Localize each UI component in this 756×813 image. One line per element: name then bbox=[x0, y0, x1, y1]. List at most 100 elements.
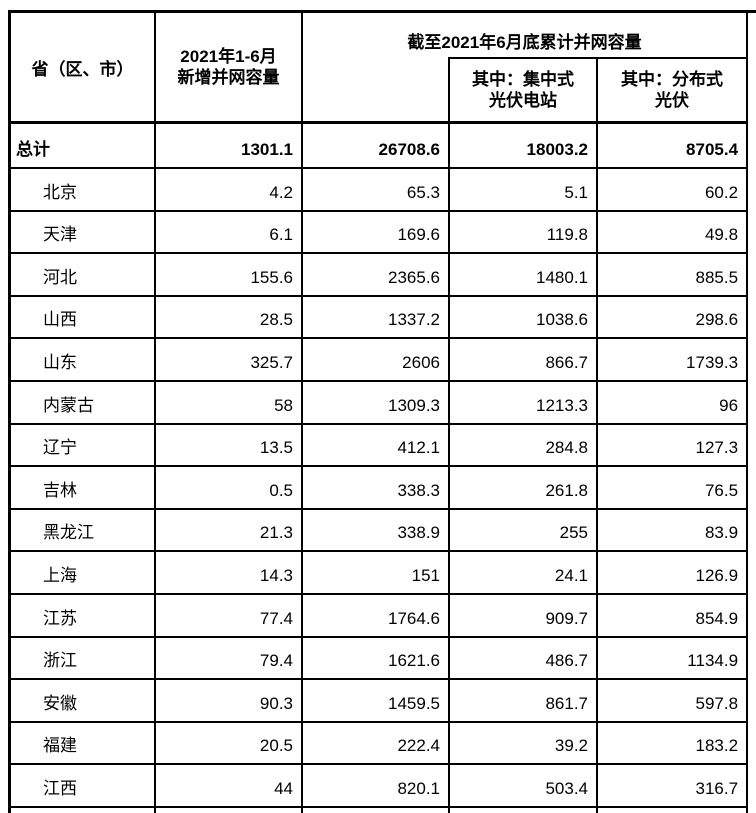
value-cell: 412.1 bbox=[303, 424, 450, 468]
total-cumulative: 26708.6 bbox=[303, 124, 450, 169]
cutoff-cell bbox=[11, 807, 156, 813]
table-row: 黑龙江 21.3 338.9 255 83.9 bbox=[11, 509, 749, 553]
province-cell: 江苏 bbox=[11, 594, 156, 638]
value-cell: 77.4 bbox=[156, 594, 303, 638]
value-cell: 14.3 bbox=[156, 552, 303, 595]
value-cell: 6.1 bbox=[156, 211, 303, 255]
table-row: 山西 28.5 1337.2 1038.6 298.6 bbox=[11, 296, 749, 340]
value-cell: 49.8 bbox=[598, 211, 749, 255]
table-header: 省（区、市） 2021年1-6月 新增并网容量 截至2021年6月底累计并网容量… bbox=[11, 13, 749, 124]
header-cumulative-group: 截至2021年6月底累计并网容量 bbox=[303, 13, 749, 57]
table-row: 江西 44 820.1 503.4 316.7 bbox=[11, 765, 749, 808]
header-cumulative-total-subcell bbox=[303, 57, 450, 124]
table-row: 北京 4.2 65.3 5.1 60.2 bbox=[11, 169, 749, 212]
pv-capacity-table: 省（区、市） 2021年1-6月 新增并网容量 截至2021年6月底累计并网容量… bbox=[8, 10, 749, 813]
province-cell: 山西 bbox=[11, 296, 156, 340]
value-cell: 1337.2 bbox=[303, 296, 450, 340]
table-row: 天津 6.1 169.6 119.8 49.8 bbox=[11, 211, 749, 255]
value-cell: 1480.1 bbox=[450, 254, 598, 297]
province-cell: 江西 bbox=[11, 765, 156, 808]
value-cell: 1038.6 bbox=[450, 296, 598, 340]
value-cell: 885.5 bbox=[598, 254, 749, 297]
province-cell: 山东 bbox=[11, 339, 156, 382]
province-cell: 安徽 bbox=[11, 680, 156, 723]
cutoff-cell bbox=[303, 807, 450, 813]
cutoff-cell bbox=[156, 807, 303, 813]
value-cell: 866.7 bbox=[450, 339, 598, 382]
value-cell: 83.9 bbox=[598, 509, 749, 553]
value-cell: 127.3 bbox=[598, 424, 749, 468]
value-cell: 90.3 bbox=[156, 680, 303, 723]
province-cell: 浙江 bbox=[11, 637, 156, 681]
value-cell: 861.7 bbox=[450, 680, 598, 723]
header-new-capacity: 2021年1-6月 新增并网容量 bbox=[156, 13, 303, 124]
value-cell: 854.9 bbox=[598, 594, 749, 638]
province-cell: 河北 bbox=[11, 254, 156, 297]
total-distributed: 8705.4 bbox=[598, 124, 749, 169]
value-cell: 24.1 bbox=[450, 552, 598, 595]
value-cell: 255 bbox=[450, 509, 598, 553]
value-cell: 60.2 bbox=[598, 169, 749, 212]
value-cell: 503.4 bbox=[450, 765, 598, 808]
province-cell: 上海 bbox=[11, 552, 156, 595]
value-cell: 96 bbox=[598, 381, 749, 425]
table-row: 福建 20.5 222.4 39.2 183.2 bbox=[11, 722, 749, 766]
value-cell: 119.8 bbox=[450, 211, 598, 255]
value-cell: 39.2 bbox=[450, 722, 598, 766]
value-cell: 325.7 bbox=[156, 339, 303, 382]
value-cell: 338.3 bbox=[303, 467, 450, 510]
table-body: 总计 1301.1 26708.6 18003.2 8705.4 北京 4.2 65… bbox=[11, 124, 749, 813]
value-cell: 169.6 bbox=[303, 211, 450, 255]
total-row: 总计 1301.1 26708.6 18003.2 8705.4 bbox=[11, 124, 749, 169]
value-cell: 909.7 bbox=[450, 594, 598, 638]
value-cell: 1134.9 bbox=[598, 637, 749, 681]
total-new-capacity: 1301.1 bbox=[156, 124, 303, 169]
cutoff-cell bbox=[598, 807, 749, 813]
value-cell: 597.8 bbox=[598, 680, 749, 723]
header-centralized: 其中：集中式 光伏电站 bbox=[450, 57, 598, 124]
value-cell: 316.7 bbox=[598, 765, 749, 808]
value-cell: 1213.3 bbox=[450, 381, 598, 425]
value-cell: 1739.3 bbox=[598, 339, 749, 382]
value-cell: 5.1 bbox=[450, 169, 598, 212]
value-cell: 20.5 bbox=[156, 722, 303, 766]
value-cell: 155.6 bbox=[156, 254, 303, 297]
value-cell: 65.3 bbox=[303, 169, 450, 212]
value-cell: 13.5 bbox=[156, 424, 303, 468]
province-cell: 吉林 bbox=[11, 467, 156, 510]
table-row: 山东 325.7 2606 866.7 1739.3 bbox=[11, 339, 749, 382]
cutoff-row bbox=[11, 807, 749, 813]
value-cell: 76.5 bbox=[598, 467, 749, 510]
table-row: 浙江 79.4 1621.6 486.7 1134.9 bbox=[11, 637, 749, 681]
value-cell: 820.1 bbox=[303, 765, 450, 808]
province-cell: 内蒙古 bbox=[11, 381, 156, 425]
value-cell: 151 bbox=[303, 552, 450, 595]
table-row: 江苏 77.4 1764.6 909.7 854.9 bbox=[11, 594, 749, 638]
cutoff-cell bbox=[450, 807, 598, 813]
value-cell: 58 bbox=[156, 381, 303, 425]
header-row-1: 省（区、市） 2021年1-6月 新增并网容量 截至2021年6月底累计并网容量 bbox=[11, 13, 749, 124]
header-province: 省（区、市） bbox=[11, 13, 156, 124]
value-cell: 79.4 bbox=[156, 637, 303, 681]
value-cell: 183.2 bbox=[598, 722, 749, 766]
value-cell: 1309.3 bbox=[303, 381, 450, 425]
table-row: 吉林 0.5 338.3 261.8 76.5 bbox=[11, 467, 749, 510]
value-cell: 2606 bbox=[303, 339, 450, 382]
value-cell: 298.6 bbox=[598, 296, 749, 340]
total-label: 总计 bbox=[11, 124, 156, 169]
value-cell: 338.9 bbox=[303, 509, 450, 553]
table-row: 内蒙古 58 1309.3 1213.3 96 bbox=[11, 381, 749, 425]
value-cell: 1764.6 bbox=[303, 594, 450, 638]
value-cell: 44 bbox=[156, 765, 303, 808]
table-row: 河北 155.6 2365.6 1480.1 885.5 bbox=[11, 254, 749, 297]
value-cell: 21.3 bbox=[156, 509, 303, 553]
header-distributed: 其中：分布式 光伏 bbox=[598, 57, 749, 124]
value-cell: 284.8 bbox=[450, 424, 598, 468]
province-cell: 黑龙江 bbox=[11, 509, 156, 553]
value-cell: 261.8 bbox=[450, 467, 598, 510]
province-cell: 北京 bbox=[11, 169, 156, 212]
table-row: 辽宁 13.5 412.1 284.8 127.3 bbox=[11, 424, 749, 468]
value-cell: 1621.6 bbox=[303, 637, 450, 681]
table-row: 安徽 90.3 1459.5 861.7 597.8 bbox=[11, 680, 749, 723]
